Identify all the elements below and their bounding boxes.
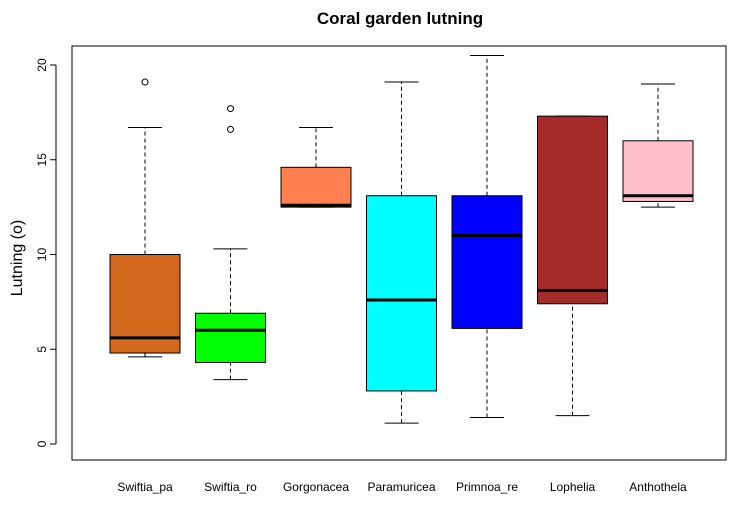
y-tick-label: 5 bbox=[35, 346, 49, 353]
box-paramuricea bbox=[366, 81, 437, 424]
x-tick-label: Paramuricea bbox=[367, 480, 435, 494]
y-tick-label: 20 bbox=[35, 58, 49, 72]
y-tick-label: 10 bbox=[35, 248, 49, 262]
box-iqr bbox=[195, 312, 266, 364]
box-swiftia_pa bbox=[109, 78, 181, 358]
x-tick-label: Primnoa_re bbox=[456, 480, 518, 494]
box-anthothela bbox=[622, 83, 694, 208]
y-tick-label: 0 bbox=[35, 440, 49, 447]
outlier-point bbox=[227, 125, 234, 133]
box-swiftia_ro bbox=[195, 105, 266, 381]
box-iqr bbox=[537, 115, 608, 305]
y-axis: 0 5 10 15 20 bbox=[35, 58, 57, 447]
box-iqr bbox=[451, 195, 523, 329]
outlier-point bbox=[227, 105, 234, 113]
x-tick-label: Swiftia_ro bbox=[204, 480, 257, 494]
boxes-group bbox=[109, 55, 694, 424]
box-iqr bbox=[366, 195, 437, 392]
box-iqr bbox=[622, 140, 694, 202]
x-tick-label: Lophelia bbox=[550, 480, 596, 494]
x-tick-label: Gorgonacea bbox=[283, 480, 349, 494]
outlier-point bbox=[141, 78, 149, 86]
box-iqr bbox=[280, 166, 352, 208]
x-axis-labels: Swiftia_pa Swiftia_ro Gorgonacea Paramurice… bbox=[117, 480, 687, 494]
plot-frame bbox=[71, 45, 727, 461]
x-tick-label: Anthothela bbox=[629, 480, 687, 494]
box-primnoa_re bbox=[451, 55, 523, 418]
box-gorgonacea bbox=[280, 127, 352, 208]
y-tick-label: 15 bbox=[35, 153, 49, 167]
chart-title: Coral garden lutning bbox=[317, 9, 483, 28]
y-axis-label: Lutning (o) bbox=[9, 220, 26, 297]
x-tick-label: Swiftia_pa bbox=[117, 480, 173, 494]
box-lophelia bbox=[537, 115, 608, 417]
